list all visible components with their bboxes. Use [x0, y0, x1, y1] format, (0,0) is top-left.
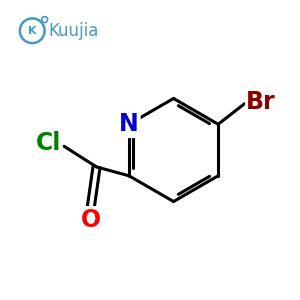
- Text: K: K: [28, 26, 37, 36]
- Text: Br: Br: [246, 90, 276, 114]
- Text: Kuujia: Kuujia: [48, 22, 99, 40]
- Text: Cl: Cl: [36, 131, 61, 155]
- Text: O: O: [81, 208, 101, 232]
- Text: N: N: [119, 112, 139, 136]
